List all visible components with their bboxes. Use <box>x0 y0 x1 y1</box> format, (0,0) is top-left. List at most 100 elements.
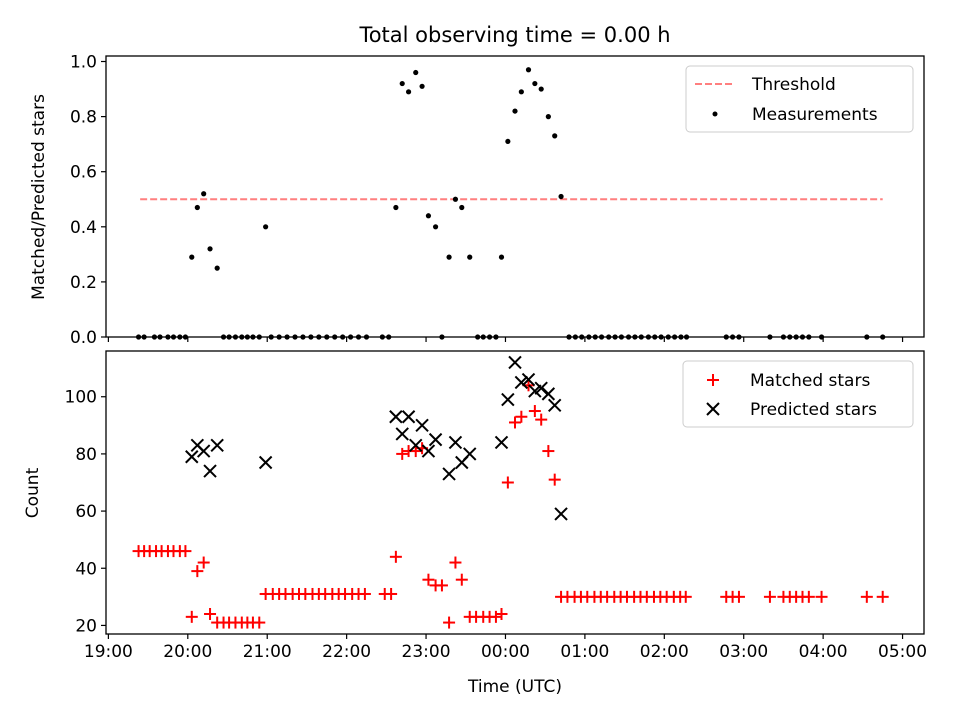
predicted-point <box>501 392 515 407</box>
measurement-point <box>276 334 282 340</box>
measurement-point <box>348 334 354 340</box>
matched-point <box>179 545 192 558</box>
top-ytick-label: 1.0 <box>70 53 97 73</box>
matched-legend-swatch <box>707 374 719 386</box>
matched-point <box>815 590 828 603</box>
measurement-point <box>799 334 806 340</box>
measurement-point <box>512 108 518 114</box>
matched-point <box>389 550 402 563</box>
measurement-point <box>324 334 330 340</box>
measurement-point <box>736 334 742 340</box>
top-ylabel: Matched/Predicted stars <box>29 94 49 300</box>
measurement-point <box>263 224 269 230</box>
bottom-xtick-label: 22:00 <box>322 642 371 662</box>
measurement-point <box>194 204 200 211</box>
bottom-xtick-label: 02:00 <box>640 642 689 662</box>
top-ytick-label: 0.2 <box>70 273 97 293</box>
matched-point <box>455 573 468 586</box>
measurement-point <box>220 334 227 340</box>
predicted-legend-swatch <box>706 402 720 416</box>
predicted-point <box>389 410 403 424</box>
matched-point <box>443 616 456 629</box>
measurement-point <box>405 89 412 95</box>
matched-point <box>860 590 873 603</box>
measurement-point <box>606 334 612 340</box>
measurement-point <box>157 334 163 340</box>
matched-point <box>542 445 555 458</box>
measurement-point <box>363 334 370 340</box>
bottom-xtick-label: 21:00 <box>243 642 292 662</box>
matched-point <box>185 610 198 623</box>
bottom-ytick-label: 40 <box>75 559 97 579</box>
predicted-point <box>395 427 409 441</box>
bottom-panel: Count Time (UTC) 20 40 60 80 100 19:00 20:00 21… <box>23 350 928 697</box>
measurement-point <box>355 334 362 340</box>
bottom-axes: 20 40 60 80 100 19:00 20:00 21:00 22:00 23:00 00:0… <box>65 388 928 662</box>
measurement-point <box>586 334 592 340</box>
bottom-legend-box <box>682 360 914 428</box>
measurement-point <box>598 334 605 340</box>
bottom-series-1 <box>132 379 889 629</box>
predicted-point <box>521 372 536 387</box>
matched-point <box>509 416 521 429</box>
measurement-point <box>793 334 799 340</box>
bottom-ytick-label: 60 <box>75 502 97 522</box>
measurement-point <box>170 334 177 340</box>
top-series-1 <box>135 67 886 340</box>
measurement-point <box>201 191 207 197</box>
predicted-point <box>448 435 463 450</box>
matched-point <box>515 410 528 423</box>
measurement-point <box>244 334 250 340</box>
predicted-legend-label: Predicted stars <box>750 400 877 420</box>
bottom-legend: Matched stars Predicted stars <box>682 360 914 428</box>
measurement-point <box>232 334 239 340</box>
bottom-xlabel: Time (UTC) <box>467 677 562 697</box>
measurement-point <box>256 334 262 340</box>
measurement-point <box>340 334 346 340</box>
predicted-point <box>421 444 436 458</box>
measurement-point <box>618 334 625 340</box>
top-ytick-label: 0.4 <box>70 218 97 238</box>
measurement-point <box>864 334 870 340</box>
measurement-point <box>486 334 493 340</box>
matched-point <box>435 579 448 592</box>
bottom-xtick-label: 04:00 <box>799 642 848 662</box>
measurement-point <box>419 83 425 89</box>
measurements-legend-label: Measurements <box>752 105 878 125</box>
top-ytick-label: 0.0 <box>70 328 97 348</box>
measurement-point <box>250 334 256 340</box>
measurement-point <box>207 246 213 252</box>
matched-point <box>191 565 204 578</box>
measurement-point <box>141 334 147 340</box>
predicted-point <box>196 444 211 458</box>
measurement-point <box>332 334 338 340</box>
predicted-point <box>548 398 562 413</box>
matched-point <box>253 616 266 629</box>
measurement-point <box>393 204 399 211</box>
measurement-point <box>189 254 195 260</box>
measurement-point <box>386 334 392 340</box>
measurement-point <box>638 334 644 340</box>
matched-point <box>501 476 514 489</box>
matched-point <box>449 556 462 569</box>
bottom-xtick-label: 20:00 <box>163 642 212 662</box>
measurement-point <box>658 334 664 340</box>
matched-point <box>409 445 422 458</box>
matched-point <box>495 607 508 620</box>
measurement-point <box>683 334 690 340</box>
top-axes: 0.0 0.2 0.4 0.6 0.8 1.0 <box>70 53 904 348</box>
predicted-point <box>494 435 509 450</box>
measurement-point <box>532 80 538 87</box>
matched-point <box>422 573 435 586</box>
bottom-xtick-label: 00:00 <box>481 642 530 662</box>
measurement-point <box>645 334 652 340</box>
measurement-point <box>284 334 290 340</box>
matched-point <box>204 607 217 620</box>
measurement-point <box>525 67 532 73</box>
top-marks <box>135 67 886 340</box>
measurement-point <box>151 334 158 340</box>
predicted-point <box>541 387 556 401</box>
measurement-point <box>239 334 245 340</box>
measurement-point <box>214 265 220 271</box>
chart-title: Total observing time = 0.00 h <box>358 23 670 47</box>
